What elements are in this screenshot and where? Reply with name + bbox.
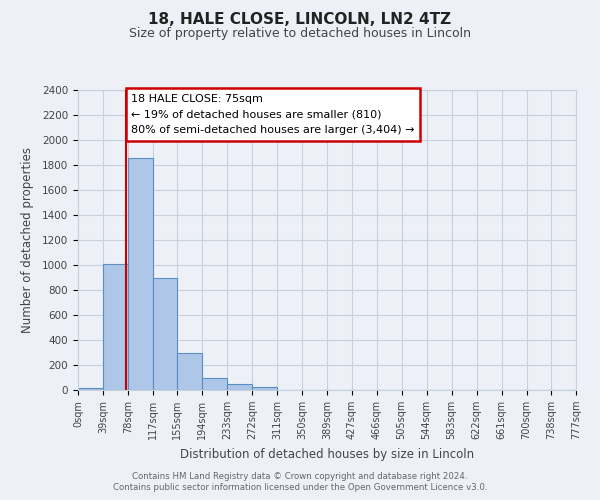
X-axis label: Distribution of detached houses by size in Lincoln: Distribution of detached houses by size … <box>180 448 474 460</box>
Bar <box>227 384 253 390</box>
Y-axis label: Number of detached properties: Number of detached properties <box>20 147 34 333</box>
Bar <box>178 352 202 390</box>
Bar <box>253 387 277 390</box>
Bar <box>202 378 227 390</box>
Bar <box>103 264 128 390</box>
Bar <box>78 388 103 390</box>
Text: Contains HM Land Registry data © Crown copyright and database right 2024.: Contains HM Land Registry data © Crown c… <box>132 472 468 481</box>
Bar <box>128 158 153 390</box>
Text: Size of property relative to detached houses in Lincoln: Size of property relative to detached ho… <box>129 28 471 40</box>
Text: 18, HALE CLOSE, LINCOLN, LN2 4TZ: 18, HALE CLOSE, LINCOLN, LN2 4TZ <box>148 12 452 28</box>
Text: 18 HALE CLOSE: 75sqm
← 19% of detached houses are smaller (810)
80% of semi-deta: 18 HALE CLOSE: 75sqm ← 19% of detached h… <box>131 94 415 135</box>
Bar <box>153 278 178 390</box>
Text: Contains public sector information licensed under the Open Government Licence v3: Contains public sector information licen… <box>113 484 487 492</box>
